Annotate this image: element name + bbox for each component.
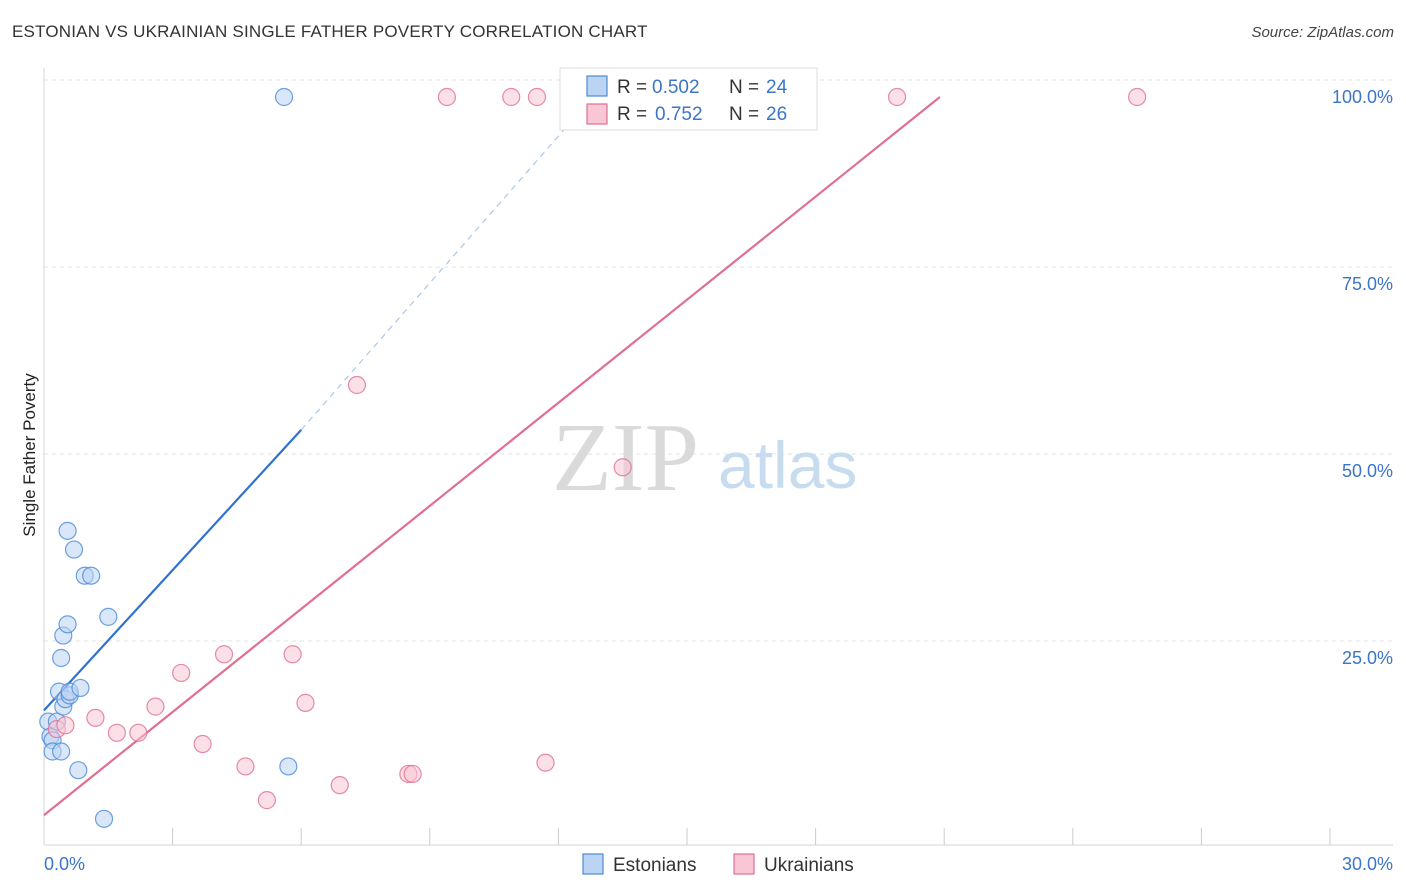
point-ukrainians xyxy=(56,716,75,735)
stats-r-label-ukrainians: R = xyxy=(617,104,647,125)
stats-n-label-estonians: N = xyxy=(729,77,759,98)
watermark-atlas: atlas xyxy=(718,428,857,502)
source-label: Source: ZipAtlas.com xyxy=(1251,24,1394,41)
stats-n-value-estonians: 24 xyxy=(766,77,788,98)
point-ukrainians xyxy=(107,723,126,742)
trend-line-ukrainians xyxy=(43,96,941,816)
point-ukrainians xyxy=(129,723,148,742)
stats-r-label-estonians: R = xyxy=(617,77,647,98)
point-estonians xyxy=(64,540,84,559)
y-tick-labels: 25.0% 50.0% 75.0% 100.0% xyxy=(1332,87,1393,668)
point-ukrainians xyxy=(536,753,555,772)
grid-layer xyxy=(44,79,1393,642)
point-ukrainians xyxy=(330,776,349,795)
point-layer xyxy=(39,87,1147,828)
point-ukrainians xyxy=(236,757,255,776)
stats-swatch-ukrainians xyxy=(586,103,608,125)
y-tick-label: 50.0% xyxy=(1342,461,1393,481)
point-ukrainians xyxy=(437,87,457,107)
point-ukrainians xyxy=(347,375,367,395)
point-ukrainians xyxy=(1127,87,1147,107)
legend-swatch-estonians xyxy=(582,853,604,875)
series-legend: Estonians Ukrainians xyxy=(582,853,854,876)
x-tick-label-max: 30.0% xyxy=(1342,854,1393,874)
stats-swatch-estonians xyxy=(586,75,608,97)
point-ukrainians xyxy=(86,708,105,727)
stats-r-value-estonians: 0.502 xyxy=(652,77,700,98)
legend-swatch-ukrainians xyxy=(733,853,755,875)
point-estonians xyxy=(99,607,118,626)
point-ukrainians xyxy=(257,791,277,810)
point-estonians xyxy=(58,615,77,634)
point-estonians xyxy=(69,761,88,780)
point-ukrainians xyxy=(502,87,521,107)
x-tick-labels: 0.0% 30.0% xyxy=(44,854,1393,874)
trend-line-estonians-extension xyxy=(300,96,594,431)
stats-r-value-ukrainians: 0.752 xyxy=(655,104,703,125)
watermark-zip: ZIP xyxy=(552,404,699,512)
stats-n-label-ukrainians: N = xyxy=(729,104,759,125)
trend-layer xyxy=(43,96,941,816)
axis-layer xyxy=(43,68,1393,846)
point-estonians xyxy=(279,757,298,776)
point-estonians xyxy=(274,87,294,107)
point-estonians xyxy=(94,809,114,828)
point-estonians xyxy=(82,566,101,585)
trend-line-estonians xyxy=(43,429,303,712)
watermark: ZIP atlas xyxy=(552,404,857,512)
point-ukrainians xyxy=(296,693,315,712)
point-ukrainians xyxy=(146,697,165,716)
point-ukrainians xyxy=(193,734,212,754)
stats-legend: R = 0.502 N = 24 R = 0.752 N = 26 xyxy=(559,67,818,131)
stats-n-value-ukrainians: 26 xyxy=(766,104,787,125)
point-estonians xyxy=(52,648,71,668)
chart-title: ESTONIAN VS UKRAINIAN SINGLE FATHER POVE… xyxy=(12,22,648,41)
legend-label-ukrainians: Ukrainians xyxy=(764,855,854,876)
point-estonians xyxy=(71,678,90,698)
legend-label-estonians: Estonians xyxy=(613,855,696,876)
x-tick-label-min: 0.0% xyxy=(44,854,85,874)
point-ukrainians xyxy=(283,645,302,664)
point-ukrainians xyxy=(172,663,191,683)
y-axis-title: Single Father Poverty xyxy=(20,373,39,537)
y-tick-label: 100.0% xyxy=(1332,87,1393,107)
point-ukrainians xyxy=(214,645,234,664)
y-tick-label: 75.0% xyxy=(1342,274,1393,294)
y-tick-label: 25.0% xyxy=(1342,648,1393,668)
point-estonians xyxy=(58,521,77,540)
point-estonians xyxy=(52,742,71,761)
point-ukrainians xyxy=(403,764,422,784)
point-ukrainians xyxy=(887,87,907,107)
point-ukrainians xyxy=(527,87,547,107)
point-ukrainians xyxy=(613,458,632,477)
